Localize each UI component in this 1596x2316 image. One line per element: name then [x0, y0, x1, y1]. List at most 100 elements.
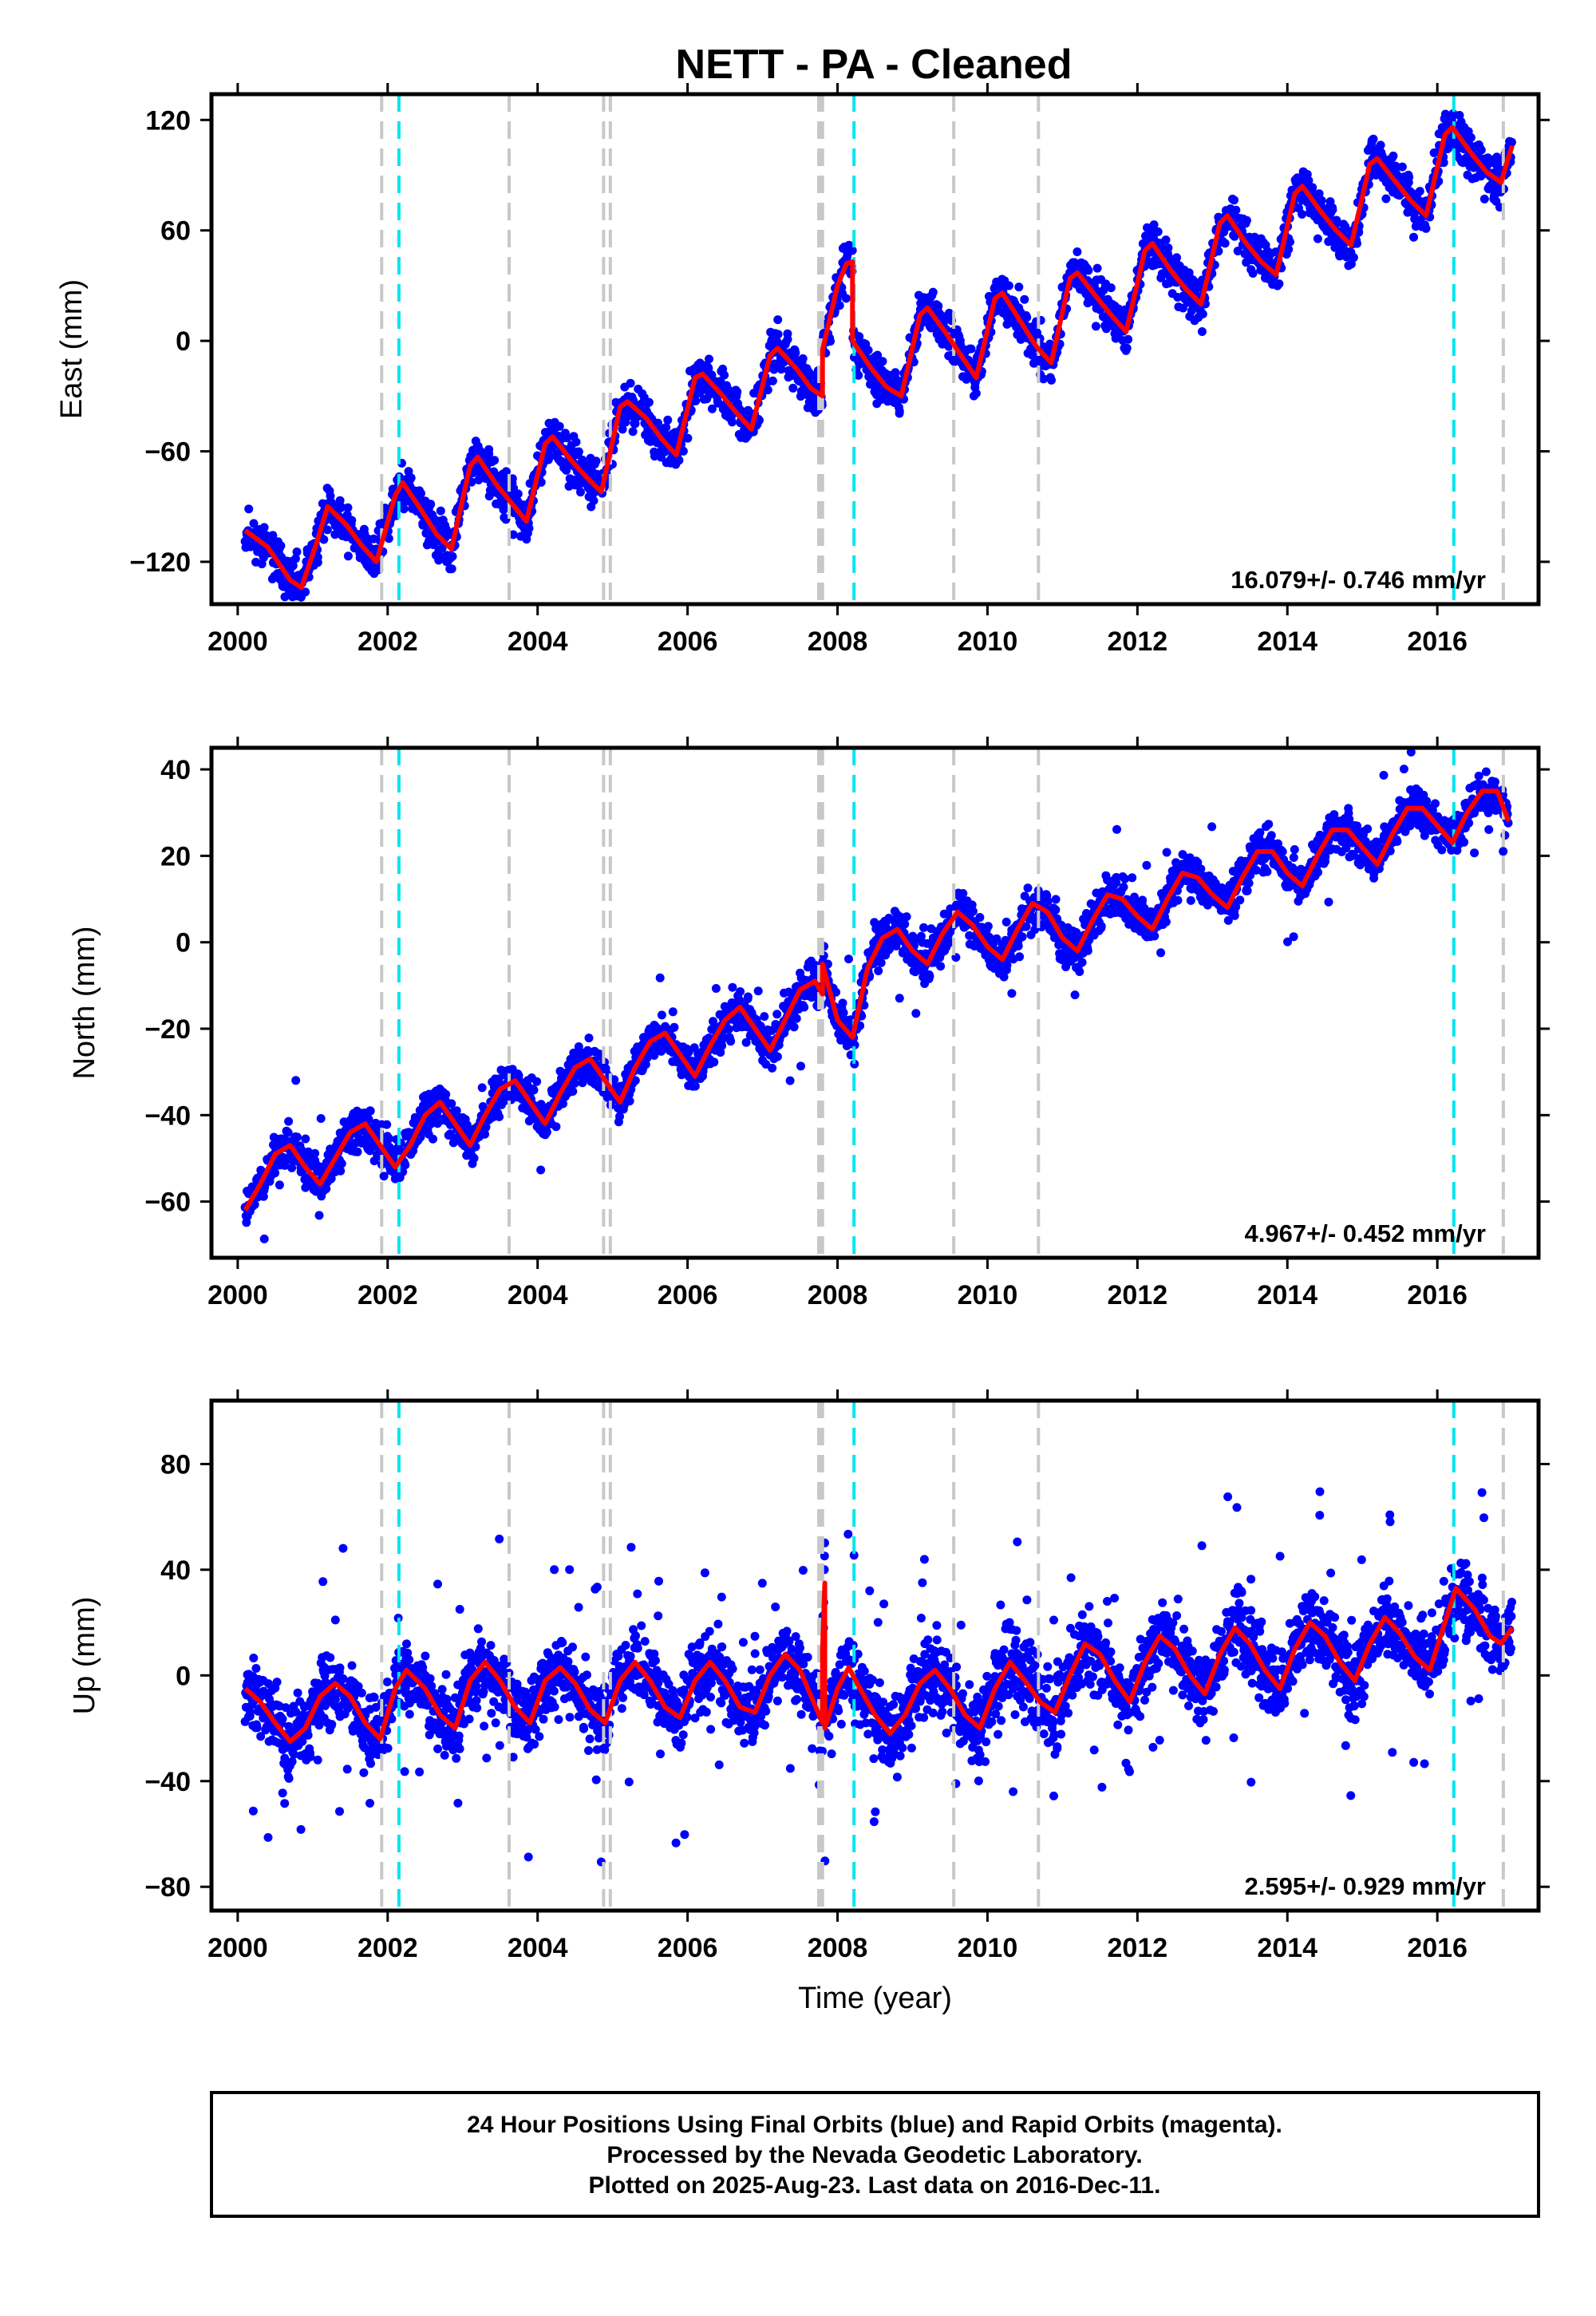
y-axis-label: East (mm) — [55, 279, 89, 419]
data-point — [1376, 140, 1385, 150]
data-point — [1274, 279, 1284, 289]
data-point — [615, 1112, 624, 1121]
data-point — [1017, 932, 1027, 942]
data-point — [823, 959, 832, 969]
data-point — [589, 496, 598, 505]
data-point — [447, 564, 456, 574]
data-point — [290, 554, 300, 563]
data-point — [1022, 313, 1032, 322]
data-point — [717, 1041, 727, 1050]
data-point — [618, 425, 627, 434]
data-point — [776, 365, 786, 374]
data-point — [379, 1172, 389, 1181]
data-point — [791, 348, 800, 358]
data-point — [1020, 294, 1029, 304]
x-tick-label: 2000 — [207, 626, 268, 657]
data-point — [481, 1122, 491, 1132]
data-point — [1075, 967, 1084, 976]
data-point — [788, 383, 798, 393]
data-point — [1191, 285, 1201, 294]
data-point — [570, 1078, 579, 1088]
data-point — [841, 294, 851, 303]
data-point — [1460, 123, 1469, 132]
model-line — [243, 124, 1515, 591]
y-tick-label: 120 — [145, 105, 191, 136]
data-point — [529, 1085, 539, 1095]
data-point — [322, 1184, 331, 1194]
data-point — [724, 1025, 733, 1034]
data-point — [971, 389, 981, 398]
data-point — [716, 1048, 725, 1057]
data-point — [1448, 111, 1458, 120]
y-tick-label: −120 — [129, 547, 191, 578]
data-point — [1389, 151, 1398, 160]
data-point — [733, 387, 742, 397]
data-point — [1092, 263, 1102, 273]
data-point — [555, 421, 564, 431]
data-point — [250, 1199, 259, 1209]
data-point — [536, 477, 546, 487]
data-point — [1188, 275, 1198, 285]
data-point — [448, 551, 457, 561]
data-point — [1149, 220, 1159, 230]
data-point — [1314, 189, 1324, 199]
data-point — [1153, 227, 1163, 236]
data-point — [1434, 129, 1444, 139]
data-point — [958, 889, 968, 898]
data-point — [326, 1174, 336, 1184]
data-point — [1284, 245, 1294, 254]
data-point — [743, 992, 753, 1002]
data-point — [1415, 187, 1424, 196]
data-point — [322, 525, 332, 535]
data-point — [874, 966, 883, 975]
data-point — [662, 423, 671, 432]
data-point — [310, 1148, 320, 1158]
data-point — [678, 446, 688, 456]
data-point — [1084, 266, 1093, 275]
data-point — [965, 931, 974, 940]
data-point — [1051, 895, 1061, 904]
data-point — [1161, 917, 1171, 927]
data-point — [768, 376, 777, 385]
x-tick-label: 2016 — [1407, 626, 1468, 657]
data-point — [773, 330, 783, 339]
data-point — [854, 333, 863, 342]
data-point — [847, 246, 857, 255]
data-point — [1381, 194, 1391, 204]
data-point — [622, 412, 632, 421]
data-point — [644, 397, 654, 407]
data-point — [249, 519, 259, 528]
data-point — [343, 551, 353, 561]
data-point — [638, 398, 647, 408]
data-point — [891, 368, 900, 377]
plot-area — [211, 94, 1539, 604]
data-point — [873, 350, 883, 360]
data-point — [1047, 375, 1056, 385]
data-point — [288, 561, 298, 571]
data-point — [1439, 158, 1448, 168]
data-point — [490, 456, 500, 465]
data-point — [895, 409, 904, 418]
data-point — [287, 1163, 297, 1172]
data-point — [1120, 874, 1130, 883]
data-point — [469, 1153, 479, 1163]
data-point — [966, 344, 976, 354]
x-tick-label: 2008 — [808, 626, 868, 657]
east-panel: 2000 2002 2004 2006 2008 2010 2012 2014 2016−120… — [55, 83, 1550, 657]
data-point — [244, 504, 254, 514]
data-point — [578, 455, 587, 464]
data-point — [800, 1002, 809, 1012]
data-point — [1197, 327, 1207, 336]
x-tick-label: 2004 — [508, 626, 568, 657]
data-point — [551, 1122, 561, 1132]
data-point — [570, 450, 579, 460]
data-point — [502, 467, 511, 476]
data-point — [335, 496, 345, 505]
data-point — [313, 552, 322, 562]
data-point — [1465, 132, 1475, 142]
data-point — [789, 1022, 799, 1032]
data-point — [1112, 872, 1121, 882]
data-point — [576, 488, 585, 497]
data-point — [626, 378, 635, 388]
